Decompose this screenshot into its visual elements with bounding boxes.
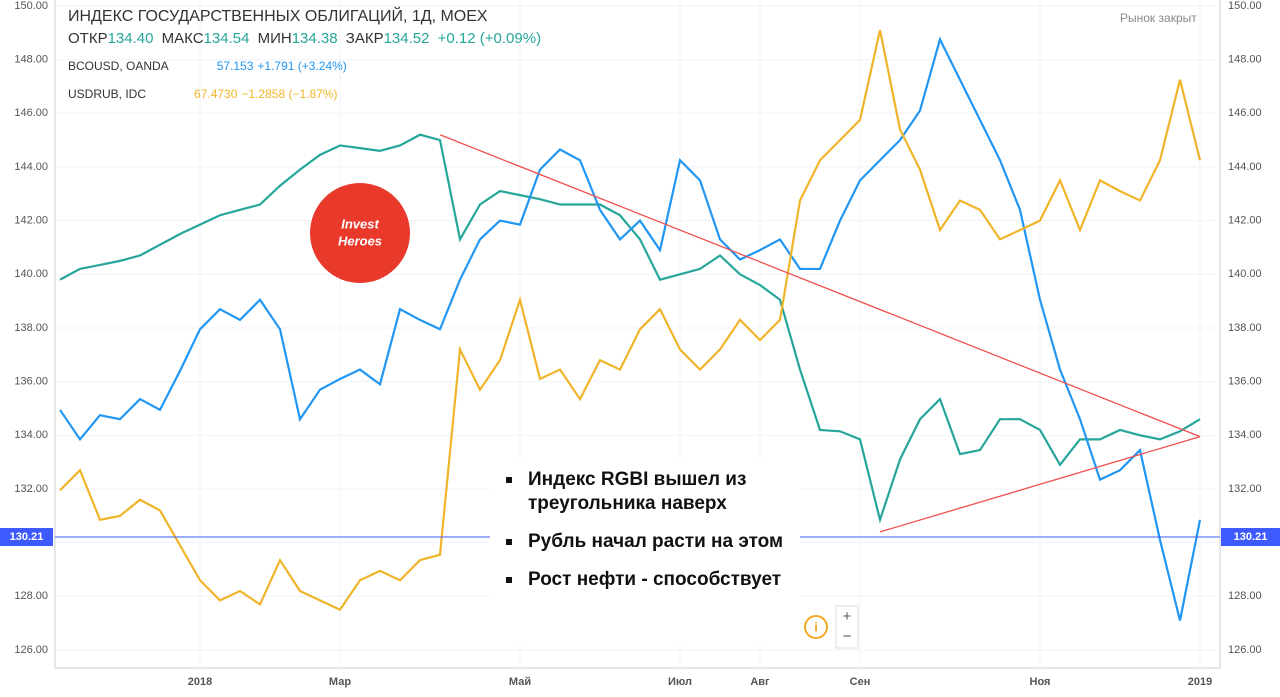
y-tick-label: 144.00	[1228, 161, 1262, 173]
ohlc-label: ОТКР	[68, 30, 108, 47]
y-tick-label: 146.00	[1228, 107, 1262, 119]
ohlc-value: 134.38	[291, 30, 338, 47]
x-tick-label: Ноя	[1030, 676, 1051, 688]
x-tick-label: Сен	[850, 676, 871, 688]
series-line	[59, 36, 1202, 621]
legend-change: −1.2858 (−1.87%)	[241, 87, 338, 101]
zoom-buttons[interactable]	[835, 605, 859, 649]
y-tick-label: 148.00	[1228, 53, 1262, 65]
legend-row: USDRUB, IDC 67.4730 −1.2858 (−1.87%)	[68, 87, 341, 101]
title-row: ИНДЕКС ГОСУДАРСТВЕННЫХ ОБЛИГАЦИЙ, 1Д, MO…	[68, 8, 492, 26]
ohlc-value: 134.52	[383, 30, 430, 47]
info-icon-glyph[interactable]: i	[814, 619, 818, 634]
logo-circle	[310, 183, 410, 283]
legend-name[interactable]: USDRUB, IDC	[68, 87, 147, 101]
y-tick-label: 132.00	[1228, 483, 1262, 495]
legend-change: +1.791 (+3.24%)	[257, 59, 347, 73]
ohlc-value: 134.40	[107, 30, 154, 47]
y-tick-label: 146.00	[14, 107, 48, 119]
y-tick-label: 150.00	[1228, 0, 1262, 12]
x-tick-label: Мар	[329, 676, 351, 688]
change: +0.12 (+0.09%)	[437, 30, 542, 47]
logo-text: Invest	[341, 216, 379, 231]
annotation: Индекс RGBI вышел из треугольника наверх	[490, 468, 800, 516]
y-tick-label: 138.00	[14, 322, 48, 334]
annotation: Рубль начал расти на этом	[490, 530, 800, 554]
logo-text: Heroes	[338, 233, 382, 248]
ohlc-label: МАКС	[161, 30, 204, 47]
chart-title: ИНДЕКС ГОСУДАРСТВЕННЫХ ОБЛИГАЦИЙ, 1Д, MO…	[68, 8, 488, 25]
y-tick-label: 134.00	[14, 429, 48, 441]
y-tick-label: 126.00	[1228, 644, 1262, 656]
logo: Invest Heroes	[310, 183, 410, 283]
ohlc-label: ЗАКР	[345, 30, 384, 47]
y-tick-label: 128.00	[14, 590, 48, 602]
y-tick-label: 140.00	[1228, 268, 1262, 280]
series-line	[59, 29, 1202, 612]
trend-line	[439, 134, 1201, 438]
legend-name[interactable]: BCOUSD, OANDA	[68, 59, 169, 73]
y-tick-label: 136.00	[14, 376, 48, 388]
price-label-box	[1221, 528, 1280, 547]
y-tick-label: 128.00	[1228, 590, 1262, 602]
y-tick-label: 142.00	[14, 215, 48, 227]
y-tick-label: 142.00	[1228, 215, 1262, 227]
market-status: Рынок закрыт	[1120, 11, 1197, 25]
legend-value: 57.153	[216, 59, 254, 73]
y-tick-label: 138.00	[1228, 322, 1262, 334]
ohlc-value: 134.54	[203, 30, 250, 47]
y-tick-label: 140.00	[14, 268, 48, 280]
y-tick-label: 126.00	[14, 644, 48, 656]
y-tick-label: 132.00	[14, 483, 48, 495]
x-tick-label: 2019	[1188, 676, 1212, 688]
legend-row: BCOUSD, OANDA 57.153 +1.791 (+3.24%)	[68, 59, 351, 73]
legend-value: 67.4730	[194, 87, 238, 101]
ohlc-row: ОТКР134.40 МАКС134.54 МИН134.38 ЗАКР134.…	[68, 30, 545, 47]
y-tick-label: 144.00	[14, 161, 48, 173]
y-tick-label: 136.00	[1228, 376, 1262, 388]
y-tick-label: 150.00	[14, 0, 48, 12]
zoom-in[interactable]: +	[843, 608, 852, 625]
y-tick-label: 148.00	[14, 53, 48, 65]
annotation-box: Индекс RGBI вышел из треугольника наверх…	[490, 458, 800, 643]
x-tick-label: Июл	[668, 676, 692, 688]
price-label: 130.21	[1234, 531, 1268, 543]
price-label: 130.21	[10, 531, 44, 543]
series-line	[59, 133, 1201, 524]
x-tick-label: Авг	[750, 676, 770, 688]
price-label-box	[0, 528, 53, 547]
annotation: Рост нефти - способствует	[490, 568, 800, 592]
x-tick-label: 2018	[188, 676, 212, 688]
x-tick-label: Май	[509, 676, 531, 688]
y-tick-label: 134.00	[1228, 429, 1262, 441]
trend-line	[879, 436, 1201, 533]
zoom-out[interactable]: −	[843, 628, 852, 645]
ohlc-label: МИН	[257, 30, 292, 47]
info-icon[interactable]	[804, 615, 828, 639]
